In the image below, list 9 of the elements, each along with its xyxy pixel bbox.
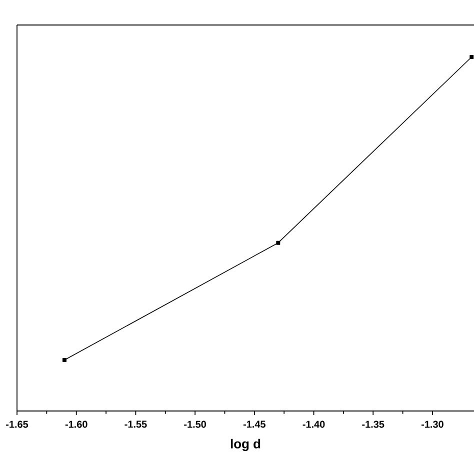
x-tick-label: -1.35 (362, 420, 384, 428)
x-tick-label: -1.65 (6, 420, 28, 428)
x-tick-label: -1.50 (184, 420, 206, 428)
x-axis-title: log d (230, 438, 260, 452)
x-tick-label: -1.60 (65, 420, 88, 428)
x-tick-label: -1.55 (124, 420, 147, 428)
x-tick-label: -1.40 (302, 420, 325, 428)
x-tick-label: -1.30 (422, 420, 444, 428)
x-tick-label: -1.45 (243, 420, 266, 428)
